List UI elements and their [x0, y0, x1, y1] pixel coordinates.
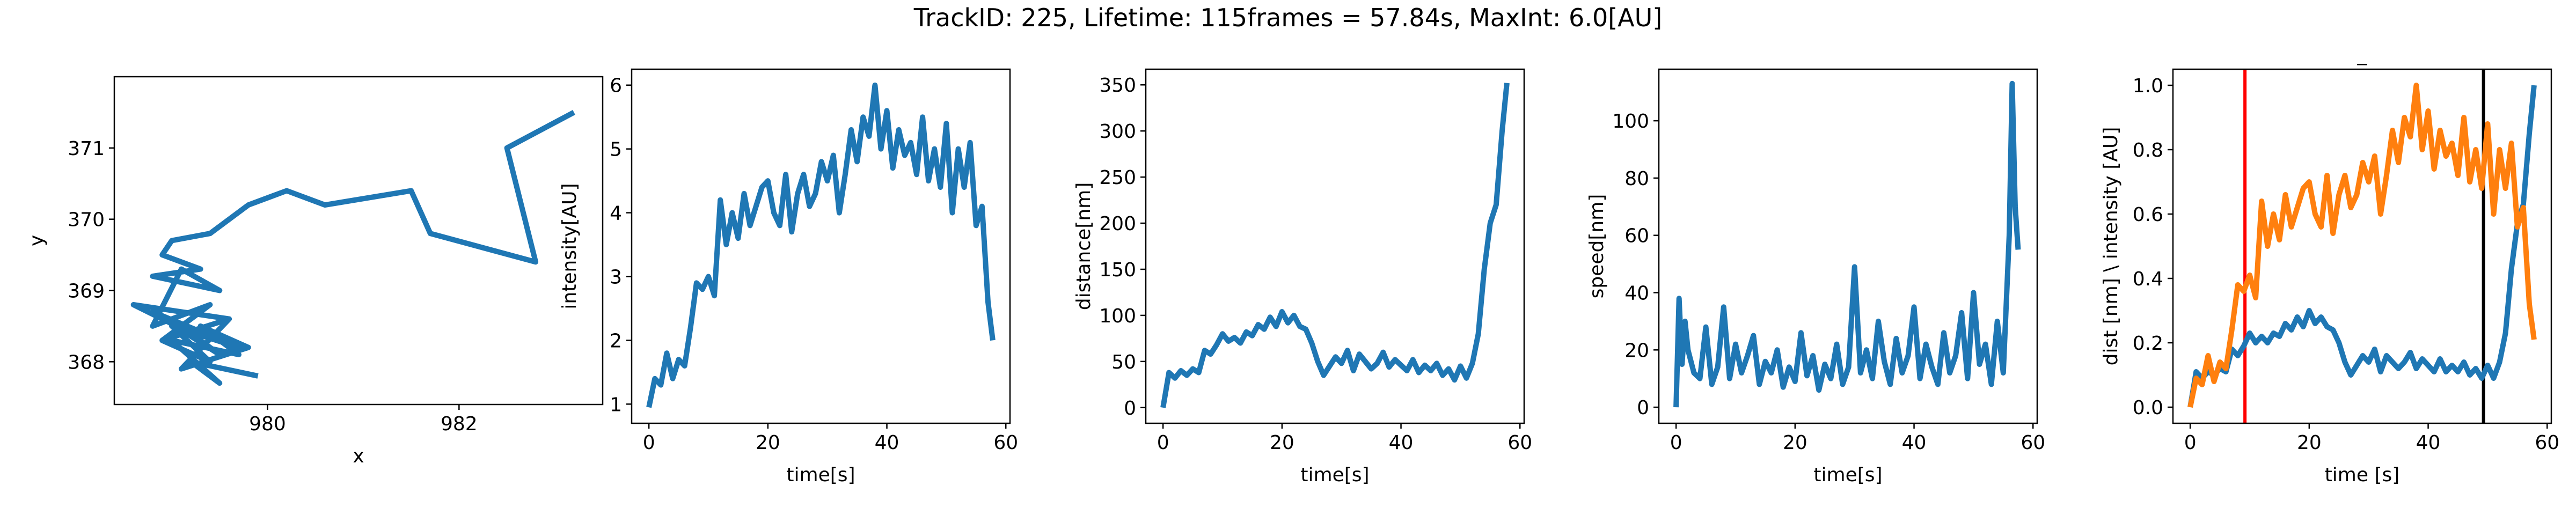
distance-axes-frame	[1145, 68, 1525, 424]
speed-ytick-label-4: 80	[1624, 168, 1649, 190]
trajectory-ytick-label-3: 371	[68, 138, 105, 160]
intensity-ytick-label-3: 4	[610, 203, 622, 225]
speed-ytick-label-0: 0	[1637, 397, 1649, 419]
intensity-ytick-label-0: 1	[610, 394, 622, 416]
overlay-axes-frame	[2172, 68, 2552, 424]
distance-xtick-label-1: 20	[1270, 432, 1294, 454]
distance-ytick-label-5: 250	[1099, 167, 1136, 189]
intensity-xtick-label-2: 40	[875, 432, 899, 454]
distance-ytick-label-2: 100	[1099, 305, 1136, 327]
overlay-xtick-label-3: 60	[2535, 432, 2559, 454]
chart-overlay: 0 20 40 60 0.0 0.2 0.4 0.6 0.8 1.0 time [s] dist [n…	[2100, 43, 2559, 486]
intensity-ytick-label-4: 5	[610, 139, 622, 161]
trajectory-xtick-label-1: 982	[441, 413, 478, 435]
overlay-series-line-1	[2187, 83, 2537, 408]
distance-ytick-label-7: 350	[1099, 75, 1136, 97]
overlay-xtick-label-1: 20	[2297, 432, 2322, 454]
speed-series-line-0	[1673, 80, 2021, 408]
chart-distance: 0 20 40 60 0 50 100 150 200 250 300 350 time[s] dista…	[1073, 68, 1532, 486]
speed-xtick-label-2: 40	[1902, 432, 1927, 454]
distance-ytick-label-0: 0	[1124, 398, 1136, 420]
speed-xtick-label-3: 60	[2021, 432, 2045, 454]
distance-ylabel: distance[nm]	[1073, 182, 1095, 311]
overlay-ylabel: dist [nm] \ intensity [AU]	[2100, 127, 2122, 366]
trajectory-ytick-label-1: 369	[68, 280, 105, 302]
chart-speed: 0 20 40 60 0 20 40 60 80 100 time[s] speed[nm]	[1586, 68, 2045, 486]
speed-ytick-label-3: 60	[1624, 225, 1649, 247]
intensity-xlabel: time[s]	[786, 464, 855, 486]
trajectory-axes-frame	[113, 76, 604, 406]
trajectory-ytick-label-0: 368	[68, 351, 105, 373]
distance-ytick-label-3: 150	[1099, 259, 1136, 281]
trajectory-xtick-label-0: 980	[249, 413, 286, 435]
intensity-xtick-label-1: 20	[756, 432, 780, 454]
distance-ytick-label-4: 200	[1099, 213, 1136, 235]
figure-suptitle: TrackID: 225, Lifetime: 115frames = 57.8…	[913, 3, 1663, 32]
overlay-xlabel: time [s]	[2325, 464, 2400, 486]
speed-xtick-label-1: 20	[1783, 432, 1807, 454]
distance-xtick-label-2: 40	[1389, 432, 1414, 454]
speed-xtick-label-0: 0	[1670, 432, 1682, 454]
speed-ytick-label-2: 40	[1624, 283, 1649, 305]
overlay-ytick-label-4: 0.8	[2133, 139, 2163, 161]
overlay-xtick-label-2: 40	[2416, 432, 2441, 454]
overlay-title: _	[2357, 43, 2368, 65]
trajectory-ytick-label-2: 370	[68, 209, 105, 231]
distance-xlabel: time[s]	[1300, 464, 1369, 486]
intensity-ytick-label-2: 3	[610, 266, 622, 288]
distance-ytick-label-6: 300	[1099, 121, 1136, 143]
chart-intensity: 0 20 40 60 1 2 3 4 5 6 time[s] intensity[AU]	[559, 68, 1018, 486]
overlay-xtick-label-0: 0	[2184, 432, 2197, 454]
overlay-ytick-label-5: 1.0	[2133, 75, 2163, 97]
intensity-xtick-label-0: 0	[643, 432, 655, 454]
overlay-ytick-label-1: 0.2	[2133, 333, 2163, 355]
intensity-axes-frame	[631, 68, 1011, 424]
intensity-ylabel: intensity[AU]	[559, 183, 581, 309]
trajectory-xlabel: x	[353, 445, 364, 467]
speed-ytick-label-1: 20	[1624, 340, 1649, 362]
distance-xtick-label-3: 60	[1507, 432, 1532, 454]
overlay-ytick-label-2: 0.4	[2133, 268, 2163, 290]
trajectory-series-line-0	[130, 109, 575, 386]
intensity-xtick-label-3: 60	[993, 432, 1018, 454]
trajectory-ylabel: y	[26, 235, 48, 246]
speed-xlabel: time[s]	[1813, 464, 1882, 486]
distance-xtick-label-0: 0	[1157, 432, 1169, 454]
overlay-ytick-label-3: 0.6	[2133, 204, 2163, 226]
speed-ytick-label-5: 100	[1612, 111, 1649, 133]
chart-trajectory: 980 982 368 369 370 371 x y	[26, 76, 604, 467]
overlay-series-line-0	[2187, 85, 2537, 408]
distance-ytick-label-1: 50	[1111, 351, 1136, 373]
intensity-series-line-0	[646, 82, 996, 408]
distance-series-line-0	[1160, 83, 1510, 408]
overlay-ytick-label-0: 0.0	[2133, 397, 2163, 419]
speed-ylabel: speed[nm]	[1586, 194, 1608, 299]
speed-axes-frame	[1658, 68, 2038, 424]
intensity-ytick-label-5: 6	[610, 75, 622, 97]
intensity-ytick-label-1: 2	[610, 330, 622, 352]
